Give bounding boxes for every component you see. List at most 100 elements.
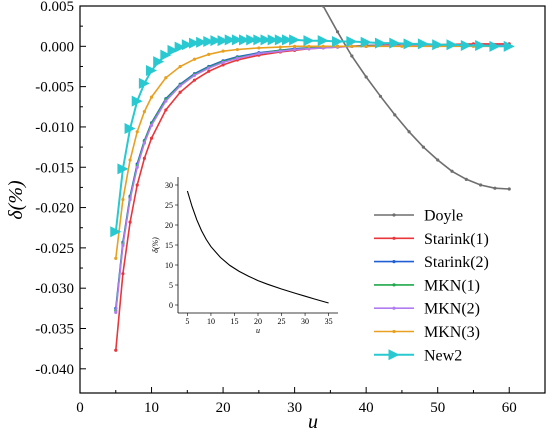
legend-marker <box>392 329 396 334</box>
data-point <box>167 44 179 56</box>
data-point <box>489 40 501 52</box>
inset-x-tick-label: 5 <box>185 317 189 326</box>
inset-series-line <box>186 190 329 304</box>
data-point <box>507 187 511 191</box>
x-tick-label: 40 <box>359 400 374 416</box>
data-point <box>257 51 261 56</box>
series-new2 <box>110 34 515 238</box>
x-tick-label: 0 <box>76 400 84 416</box>
data-point <box>464 177 468 181</box>
data-point <box>257 46 261 50</box>
inset-y-tick-label: 0 <box>169 301 173 310</box>
legend-item: MKN(1) <box>374 277 480 294</box>
legend-label: Doyle <box>424 208 463 225</box>
data-point <box>128 197 132 202</box>
data-point <box>142 110 146 114</box>
legend-marker <box>392 236 396 240</box>
x-tick-label: 30 <box>287 400 302 416</box>
data-point <box>421 145 425 149</box>
inset-y-tick-label: 20 <box>165 221 173 230</box>
data-point <box>346 35 358 47</box>
series-mkn-1 <box>114 43 511 313</box>
inset-x-tick-label: 35 <box>325 317 333 326</box>
data-point <box>374 37 386 49</box>
legend-label: MKN(3) <box>424 324 480 341</box>
data-point <box>131 95 143 107</box>
data-point <box>192 78 197 82</box>
x-axis-title: u <box>308 411 318 433</box>
x-tick-label: 50 <box>430 400 445 416</box>
data-point <box>493 186 497 190</box>
inset-y-tick-label: 30 <box>165 181 173 190</box>
data-point <box>164 108 168 112</box>
data-point <box>503 40 515 52</box>
inset-y-tick-label: 10 <box>165 261 173 270</box>
inset-x-axis-title: u <box>256 326 260 335</box>
data-point <box>124 123 136 135</box>
data-point <box>293 47 297 52</box>
data-point <box>149 123 154 127</box>
legend-item: MKN(3) <box>374 324 480 341</box>
legend-marker <box>388 349 400 361</box>
data-point <box>181 39 193 51</box>
data-point <box>274 34 286 46</box>
data-point <box>446 39 458 51</box>
y-tick-label: -0.020 <box>35 201 74 217</box>
series-mkn-3 <box>114 44 511 260</box>
data-point <box>253 34 265 46</box>
data-point <box>117 163 129 175</box>
data-point <box>221 49 225 53</box>
data-point <box>393 113 397 117</box>
legend-label: Starink(2) <box>424 254 489 271</box>
data-point <box>138 77 150 89</box>
legend-marker <box>392 306 396 310</box>
data-point <box>146 65 158 76</box>
data-point <box>135 130 139 134</box>
y-axis-title: δ(%) <box>5 180 27 220</box>
data-point <box>235 56 239 61</box>
inset-series <box>186 190 329 304</box>
data-point <box>417 38 429 50</box>
data-point <box>400 44 404 48</box>
y-tick-label: -0.015 <box>35 160 74 176</box>
data-point <box>178 64 182 69</box>
data-point <box>149 95 154 99</box>
inset-y-tick-label: 25 <box>165 201 173 210</box>
inset-y-tick-label: 5 <box>169 281 173 290</box>
data-point <box>303 35 315 47</box>
legend-item: Starink(1) <box>374 231 489 248</box>
legend-marker <box>392 260 396 264</box>
data-point <box>281 34 293 46</box>
legend-label: New2 <box>424 347 462 364</box>
inset-x-tick-label: 20 <box>254 317 262 326</box>
y-tick-label: 0.005 <box>40 0 74 15</box>
inset-x-tick-label: 25 <box>278 317 286 326</box>
series-line <box>114 38 510 232</box>
data-point <box>149 136 154 140</box>
inset-x-tick-label: 10 <box>207 317 215 326</box>
data-point <box>321 44 325 48</box>
data-point <box>278 45 282 49</box>
legend: Doyle Starink(1) Starink(2) MKN(1) MKN(2) MKN… <box>374 208 489 364</box>
data-point <box>121 272 125 276</box>
data-point <box>278 49 282 53</box>
data-point <box>332 35 344 47</box>
data-point <box>407 130 411 134</box>
plot-frame <box>79 5 546 394</box>
series-mkn-2 <box>114 43 511 314</box>
data-point <box>221 60 225 65</box>
legend-item: MKN(2) <box>374 301 480 318</box>
legend-label: Starink(1) <box>424 231 489 248</box>
inset-y-axis-title: δ(%) <box>151 237 160 253</box>
data-point <box>479 183 483 187</box>
data-point <box>174 41 186 53</box>
data-point <box>128 220 132 224</box>
main-series <box>110 6 515 352</box>
data-point <box>289 34 301 46</box>
data-point <box>142 156 146 160</box>
data-point <box>364 44 368 48</box>
data-point <box>260 34 272 46</box>
data-point <box>192 73 197 77</box>
data-point <box>135 165 139 169</box>
